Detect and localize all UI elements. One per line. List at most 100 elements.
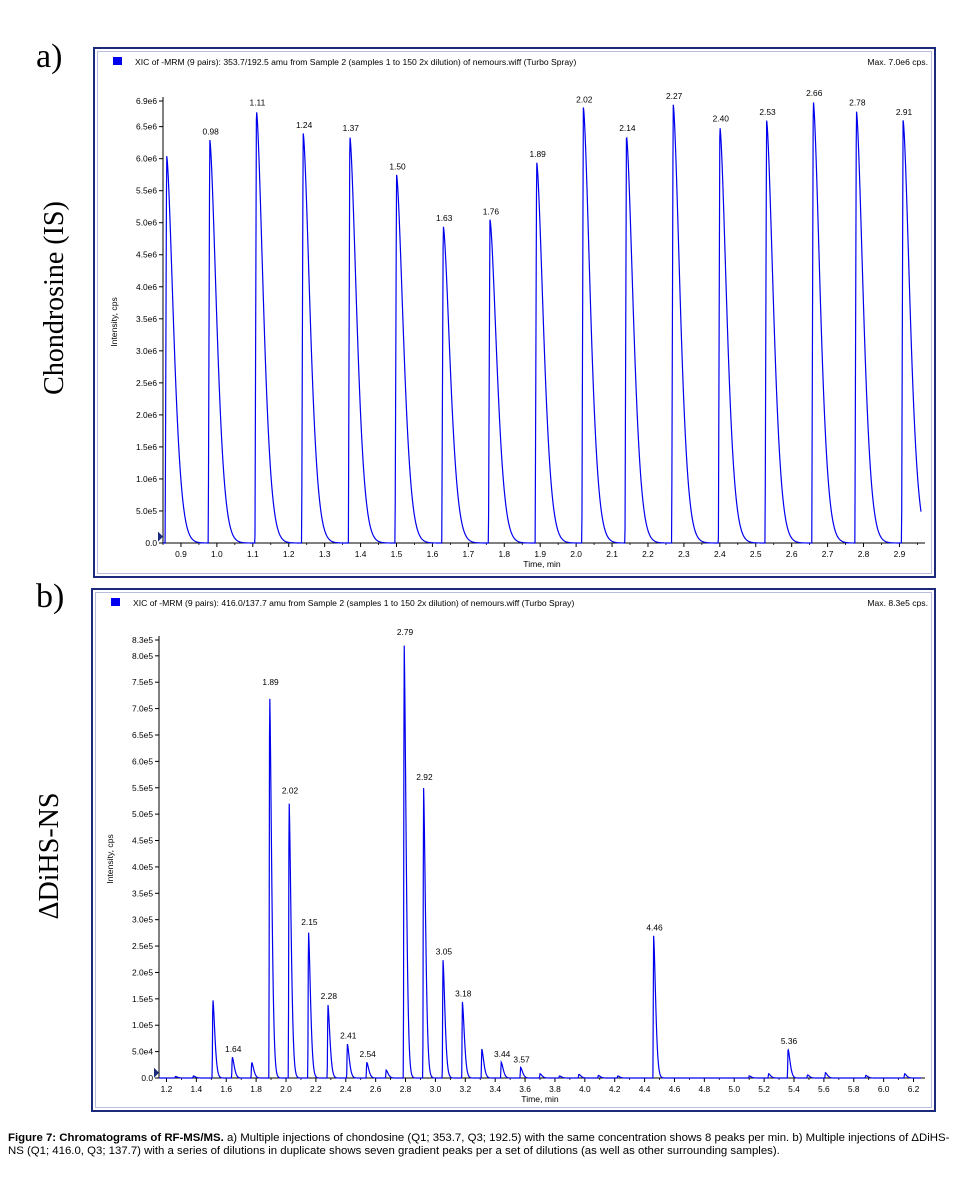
- x-tick-label: 6.2: [908, 1084, 920, 1094]
- y-tick-label: 8.0e5: [132, 651, 153, 661]
- y-tick-label: 1.0e6: [136, 474, 157, 484]
- y-tick-label: 5.5e6: [136, 186, 157, 196]
- figure-caption: Figure 7: Chromatograms of RF-MS/MS. a) …: [8, 1132, 952, 1158]
- x-tick-label: 2.3: [678, 549, 690, 559]
- chart-header: XIC of -MRM (9 pairs): 416.0/137.7 amu f…: [133, 598, 574, 608]
- x-tick-label: 2.4: [340, 1084, 352, 1094]
- chromatogram-trace: [163, 102, 922, 544]
- peak-label: 2.91: [896, 107, 913, 117]
- y-tick-label: 3.0e6: [136, 346, 157, 356]
- y-tick-label: 4.5e5: [132, 836, 153, 846]
- x-tick-label: 2.1: [606, 549, 618, 559]
- peak-label: 2.15: [301, 917, 318, 927]
- y-tick-label: 7.0e5: [132, 704, 153, 714]
- y-tick-label: 6.0e6: [136, 154, 157, 164]
- panel-b-letter: b): [36, 578, 65, 615]
- y-tick-label: 8.3e5: [132, 635, 153, 645]
- peak-label: 1.89: [529, 149, 546, 159]
- peak-label: 2.14: [619, 123, 636, 133]
- peak-label: 2.92: [416, 772, 433, 782]
- x-tick-label: 3.4: [489, 1084, 501, 1094]
- caption-text: a) Multiple injections of chondosine (Q1…: [8, 1132, 950, 1157]
- panel-b-side-label: ΔDiHS-NS: [34, 792, 65, 920]
- y-tick-label: 5.5e5: [132, 783, 153, 793]
- y-tick-label: 0.0: [145, 538, 157, 548]
- x-axis-label: Time, min: [523, 559, 561, 569]
- peak-label: 2.40: [713, 114, 730, 124]
- peak-label: 0.98: [203, 126, 220, 136]
- y-tick-label: 6.9e6: [136, 96, 157, 106]
- chart-max-label: Max. 8.3e5 cps.: [867, 598, 928, 608]
- caption-bold: Figure 7: Chromatograms of RF-MS/MS.: [8, 1132, 224, 1144]
- x-tick-label: 1.5: [391, 549, 403, 559]
- x-tick-label: 3.2: [459, 1084, 471, 1094]
- x-tick-label: 1.4: [355, 549, 367, 559]
- chromatogram-trace: [159, 645, 921, 1079]
- y-tick-label: 5.0e6: [136, 218, 157, 228]
- x-tick-label: 2.2: [642, 549, 654, 559]
- x-tick-label: 5.2: [758, 1084, 770, 1094]
- y-tick-label: 2.0e5: [132, 967, 153, 977]
- peak-label: 2.28: [321, 991, 338, 1001]
- chart-b: XIC of -MRM (9 pairs): 416.0/137.7 amu f…: [105, 598, 928, 1104]
- y-tick-label: 5.0e5: [136, 506, 157, 516]
- peak-label: 4.46: [646, 923, 663, 933]
- x-tick-label: 1.3: [319, 549, 331, 559]
- x-tick-label: 1.6: [427, 549, 439, 559]
- y-tick-label: 5.0e4: [132, 1047, 153, 1057]
- y-tick-label: 1.5e6: [136, 442, 157, 452]
- x-tick-label: 1.1: [247, 549, 259, 559]
- peak-label: 2.02: [576, 94, 593, 104]
- peak-label: 3.44: [494, 1049, 511, 1059]
- peak-label: 2.02: [282, 785, 299, 795]
- y-tick-label: 1.0e5: [132, 1020, 153, 1030]
- x-tick-label: 2.8: [858, 549, 870, 559]
- x-tick-label: 3.8: [549, 1084, 561, 1094]
- x-tick-label: 2.0: [570, 549, 582, 559]
- x-tick-label: 2.6: [370, 1084, 382, 1094]
- x-tick-label: 4.0: [579, 1084, 591, 1094]
- peak-label: 2.53: [759, 107, 776, 117]
- peak-label: 2.27: [666, 91, 683, 101]
- peak-label: 3.05: [436, 946, 453, 956]
- panel-a-side-label: Chondrosine (IS): [39, 201, 70, 395]
- x-tick-label: 2.5: [750, 549, 762, 559]
- x-tick-label: 4.6: [669, 1084, 681, 1094]
- y-tick-label: 4.0e6: [136, 282, 157, 292]
- y-tick-label: 0.0: [141, 1073, 153, 1083]
- peak-label: 2.79: [397, 627, 414, 637]
- x-tick-label: 2.4: [714, 549, 726, 559]
- peak-label: 2.66: [806, 88, 823, 98]
- x-tick-label: 1.2: [161, 1084, 173, 1094]
- chart-header: XIC of -MRM (9 pairs): 353.7/192.5 amu f…: [135, 57, 576, 67]
- x-tick-label: 1.9: [534, 549, 546, 559]
- y-axis-label: Intensity, cps: [105, 834, 115, 884]
- x-tick-label: 5.6: [818, 1084, 830, 1094]
- x-tick-label: 5.0: [728, 1084, 740, 1094]
- y-tick-label: 1.5e5: [132, 994, 153, 1004]
- x-tick-label: 2.6: [786, 549, 798, 559]
- y-tick-label: 5.0e5: [132, 809, 153, 819]
- x-tick-label: 1.2: [283, 549, 295, 559]
- x-tick-label: 1.6: [220, 1084, 232, 1094]
- y-tick-label: 4.0e5: [132, 862, 153, 872]
- peak-label: 3.18: [455, 988, 472, 998]
- y-tick-label: 3.5e5: [132, 888, 153, 898]
- chart-a: XIC of -MRM (9 pairs): 353.7/192.5 amu f…: [109, 57, 928, 569]
- x-tick-label: 1.8: [250, 1084, 262, 1094]
- peak-label: 1.37: [343, 123, 360, 133]
- y-tick-label: 6.0e5: [132, 756, 153, 766]
- y-axis-label: Intensity, cps: [109, 297, 119, 347]
- x-tick-label: 4.4: [639, 1084, 651, 1094]
- chart-a-frame: XIC of -MRM (9 pairs): 353.7/192.5 amu f…: [93, 47, 936, 578]
- peak-label: 1.89: [262, 677, 279, 687]
- peak-label: 1.64: [225, 1044, 242, 1054]
- x-tick-label: 0.9: [175, 549, 187, 559]
- peak-label: 1.63: [436, 213, 453, 223]
- x-tick-label: 1.7: [463, 549, 475, 559]
- y-tick-label: 2.5e6: [136, 378, 157, 388]
- y-tick-label: 3.0e5: [132, 915, 153, 925]
- x-tick-label: 2.9: [894, 549, 906, 559]
- x-tick-label: 3.6: [519, 1084, 531, 1094]
- peak-label: 1.11: [250, 98, 266, 108]
